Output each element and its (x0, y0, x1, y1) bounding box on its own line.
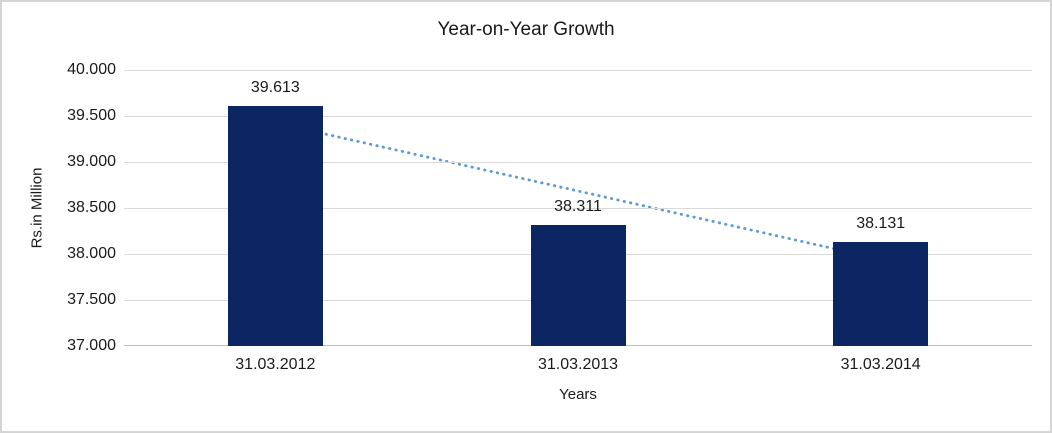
chart-title: Year-on-Year Growth (437, 19, 615, 40)
y-axis-tick-label: 37.500 (67, 291, 116, 308)
bar (833, 241, 929, 346)
gridline (124, 116, 1032, 117)
gridline (124, 162, 1032, 163)
gridline (124, 208, 1032, 209)
x-axis-title: Years (559, 386, 597, 403)
y-axis-tick-label: 38.500 (67, 199, 116, 216)
y-axis-tick-label: 37.000 (67, 337, 116, 354)
x-axis-tick-label: 31.03.2013 (537, 356, 619, 373)
x-axis-tick-label: 31.03.2014 (840, 356, 921, 373)
y-axis-tick-label: 39.500 (67, 107, 116, 124)
x-axis-tick-label: 31.03.2012 (235, 356, 316, 373)
bar (530, 225, 626, 346)
data-label: 38.311 (554, 198, 602, 216)
plot-area: 39.613 38.311 38.131 (124, 70, 1032, 346)
y-axis-tick-label: 39.000 (67, 153, 116, 170)
y-axis-tick-label: 38.000 (67, 245, 116, 262)
data-label: 39.613 (250, 78, 300, 96)
y-axis-tick-label: 40.000 (67, 61, 116, 78)
data-label: 38.131 (856, 214, 906, 232)
gridline (124, 70, 1032, 71)
bar (227, 105, 323, 346)
